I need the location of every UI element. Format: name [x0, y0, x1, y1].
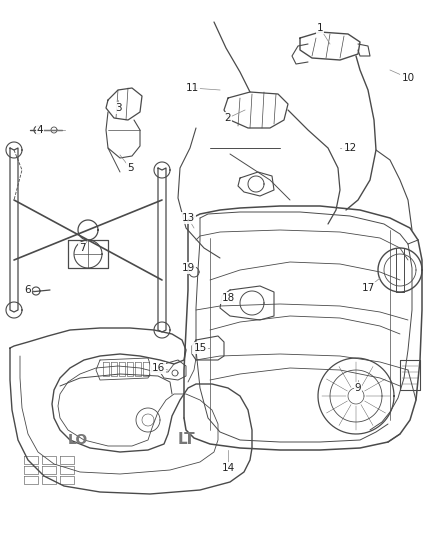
Text: 11: 11 — [185, 83, 198, 93]
Text: 4: 4 — [37, 125, 43, 135]
Text: 16: 16 — [152, 363, 165, 373]
Text: 9: 9 — [355, 383, 361, 393]
Text: 3: 3 — [115, 103, 121, 113]
Text: 1: 1 — [317, 23, 323, 33]
Text: 13: 13 — [181, 213, 194, 223]
Text: 18: 18 — [221, 293, 235, 303]
Text: 2: 2 — [225, 113, 231, 123]
Text: 12: 12 — [343, 143, 357, 153]
Text: LT: LT — [177, 432, 195, 448]
Text: 19: 19 — [181, 263, 194, 273]
Text: 15: 15 — [193, 343, 207, 353]
Text: 17: 17 — [361, 283, 374, 293]
Text: 7: 7 — [79, 243, 85, 253]
Text: 14: 14 — [221, 463, 235, 473]
Text: 10: 10 — [402, 73, 414, 83]
Text: 5: 5 — [127, 163, 133, 173]
Text: 6: 6 — [25, 285, 31, 295]
Text: LO: LO — [68, 433, 88, 447]
